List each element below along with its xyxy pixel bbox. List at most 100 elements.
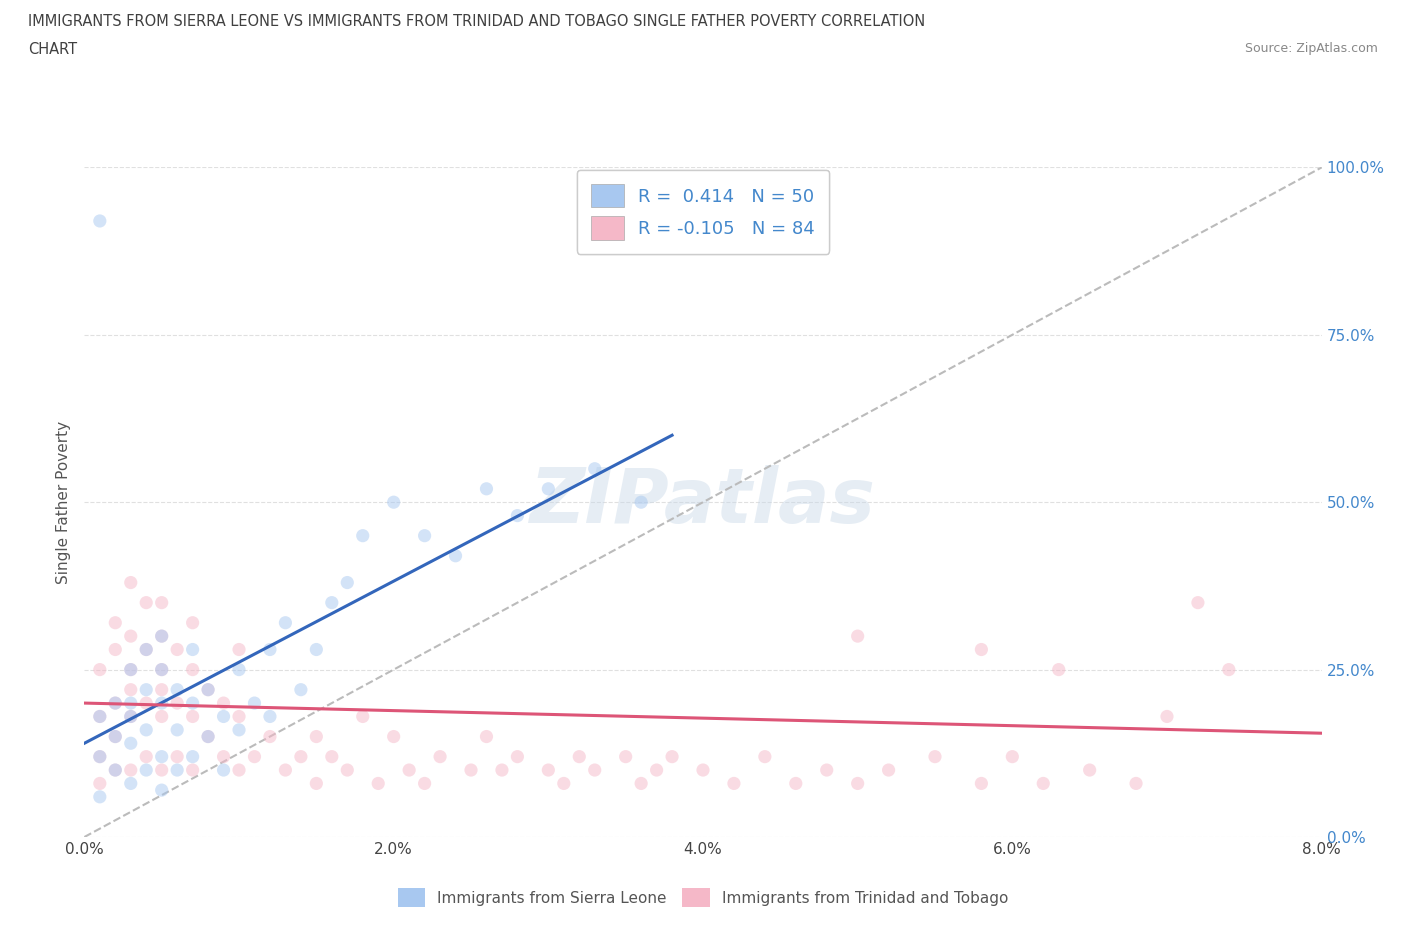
Point (120, 709, 142, 724)
Point (89, 662, 111, 677)
Point (506, 508, 529, 523)
Text: ZIPatlas: ZIPatlas (530, 465, 876, 539)
Point (630, 776, 652, 790)
Point (1047, 662, 1070, 677)
Point (150, 683, 173, 698)
Point (274, 616, 297, 631)
Point (553, 776, 575, 790)
Point (305, 729, 328, 744)
Point (274, 763, 297, 777)
Point (243, 696, 266, 711)
Point (120, 662, 142, 677)
Point (1078, 763, 1101, 777)
Point (181, 642, 204, 657)
Point (197, 729, 219, 744)
Point (150, 750, 173, 764)
Point (120, 575, 142, 590)
Point (120, 709, 142, 724)
Point (259, 642, 281, 657)
Point (321, 750, 343, 764)
Point (305, 776, 328, 790)
Point (166, 696, 188, 711)
Point (104, 696, 127, 711)
Point (89, 750, 111, 764)
Point (212, 696, 235, 711)
Point (150, 696, 173, 711)
Point (754, 750, 776, 764)
Point (259, 729, 281, 744)
Point (197, 683, 219, 698)
Point (166, 683, 188, 698)
Point (228, 723, 250, 737)
Point (89, 790, 111, 804)
Point (166, 642, 188, 657)
Point (228, 763, 250, 777)
Point (212, 709, 235, 724)
Point (150, 709, 173, 724)
Point (243, 750, 266, 764)
Point (120, 683, 142, 698)
Point (104, 763, 127, 777)
Point (568, 750, 591, 764)
Point (352, 528, 374, 543)
Point (290, 750, 312, 764)
Point (150, 595, 173, 610)
Point (321, 595, 343, 610)
Point (150, 629, 173, 644)
Point (135, 642, 157, 657)
Point (460, 763, 482, 777)
Point (413, 776, 436, 790)
Point (352, 709, 374, 724)
Point (970, 776, 993, 790)
Point (429, 750, 451, 764)
Point (89, 709, 111, 724)
Point (846, 776, 869, 790)
Point (181, 750, 204, 764)
Point (166, 763, 188, 777)
Point (614, 750, 637, 764)
Point (336, 575, 359, 590)
Point (491, 763, 513, 777)
Point (661, 750, 683, 764)
Text: CHART: CHART (28, 42, 77, 57)
Point (89, 750, 111, 764)
Point (785, 776, 807, 790)
Point (846, 629, 869, 644)
Point (150, 662, 173, 677)
Point (336, 763, 359, 777)
Point (723, 776, 745, 790)
Point (181, 763, 204, 777)
Point (228, 709, 250, 724)
Point (537, 763, 560, 777)
Point (305, 642, 328, 657)
Point (120, 629, 142, 644)
Point (135, 683, 157, 698)
Point (583, 461, 606, 476)
Point (104, 642, 127, 657)
Point (382, 729, 405, 744)
Point (166, 750, 188, 764)
Point (212, 750, 235, 764)
Point (398, 763, 420, 777)
Point (645, 763, 668, 777)
Point (181, 696, 204, 711)
Point (1156, 709, 1178, 724)
Point (181, 616, 204, 631)
Point (181, 709, 204, 724)
Point (120, 696, 142, 711)
Point (475, 482, 498, 497)
Point (89, 214, 111, 229)
Point (89, 709, 111, 724)
Point (630, 495, 652, 510)
Point (382, 495, 405, 510)
Point (104, 616, 127, 631)
Point (583, 763, 606, 777)
Point (290, 683, 312, 698)
Point (166, 723, 188, 737)
Point (1187, 595, 1209, 610)
Point (120, 736, 142, 751)
Text: IMMIGRANTS FROM SIERRA LEONE VS IMMIGRANTS FROM TRINIDAD AND TOBAGO SINGLE FATHE: IMMIGRANTS FROM SIERRA LEONE VS IMMIGRAN… (28, 14, 925, 29)
Point (1001, 750, 1024, 764)
Point (120, 763, 142, 777)
Point (924, 750, 946, 764)
